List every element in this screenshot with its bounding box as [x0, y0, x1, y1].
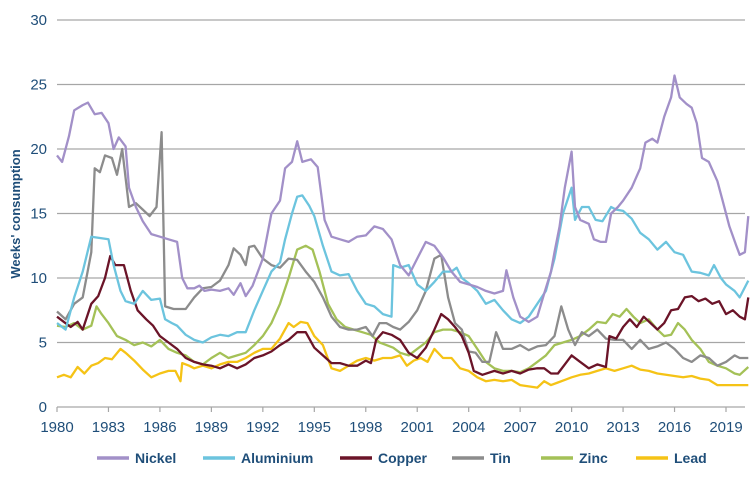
- legend-label: Nickel: [135, 450, 176, 466]
- y-tick-label: 0: [39, 399, 47, 416]
- legend-label: Lead: [674, 450, 707, 466]
- y-tick-label: 5: [39, 335, 47, 352]
- legend-label: Zinc: [579, 450, 608, 466]
- x-tick-label: 1980: [40, 419, 73, 436]
- gridlines: [57, 19, 745, 344]
- legend-item-nickel: Nickel: [97, 450, 176, 466]
- legend-item-zinc: Zinc: [541, 450, 608, 466]
- x-tick-label: 1998: [349, 419, 382, 436]
- x-tick-label: 1992: [246, 419, 279, 436]
- x-tick-label: 2001: [401, 419, 434, 436]
- x-axis: 1980 1983 1986 1989 1992 1995 1998 2001 2004 2007…: [40, 406, 745, 436]
- x-tick-label: 2019: [709, 419, 742, 436]
- y-tick-label: 20: [30, 141, 47, 158]
- y-axis-label: Weeks' consumption: [8, 149, 23, 278]
- y-tick-label: 15: [30, 206, 47, 223]
- x-tick-label: 2010: [555, 419, 588, 436]
- y-axis: 0 5 10 15 20 25 30: [30, 12, 47, 416]
- legend-label: Tin: [490, 450, 511, 466]
- x-tick-label: 1983: [92, 419, 125, 436]
- series-line-nickel: [56, 74, 750, 324]
- legend-item-copper: Copper: [340, 450, 428, 466]
- legend-label: Aluminium: [241, 450, 313, 466]
- legend-item-aluminium: Aluminium: [203, 450, 313, 466]
- x-tick-label: 1995: [298, 419, 331, 436]
- x-tick-label: 2004: [452, 419, 485, 436]
- series-line-tin: [56, 131, 749, 367]
- x-tick-label: 2007: [503, 419, 536, 436]
- legend-item-lead: Lead: [636, 450, 707, 466]
- series-lines: [56, 74, 750, 389]
- legend-item-tin: Tin: [452, 450, 511, 466]
- y-tick-label: 25: [30, 77, 47, 94]
- x-tick-label: 1989: [195, 419, 228, 436]
- legend-label: Copper: [378, 450, 428, 466]
- legend: Nickel Aluminium Copper Tin Zinc Lead: [97, 450, 707, 466]
- x-tick-label: 2013: [606, 419, 639, 436]
- x-tick-label: 1986: [143, 419, 176, 436]
- series-line-zinc: [56, 244, 750, 376]
- y-tick-label: 30: [30, 12, 47, 29]
- y-tick-label: 10: [30, 270, 47, 287]
- series-line-aluminium: [56, 186, 750, 344]
- series-line-lead: [56, 320, 749, 389]
- series-line-copper: [56, 254, 750, 376]
- x-tick-label: 2016: [658, 419, 691, 436]
